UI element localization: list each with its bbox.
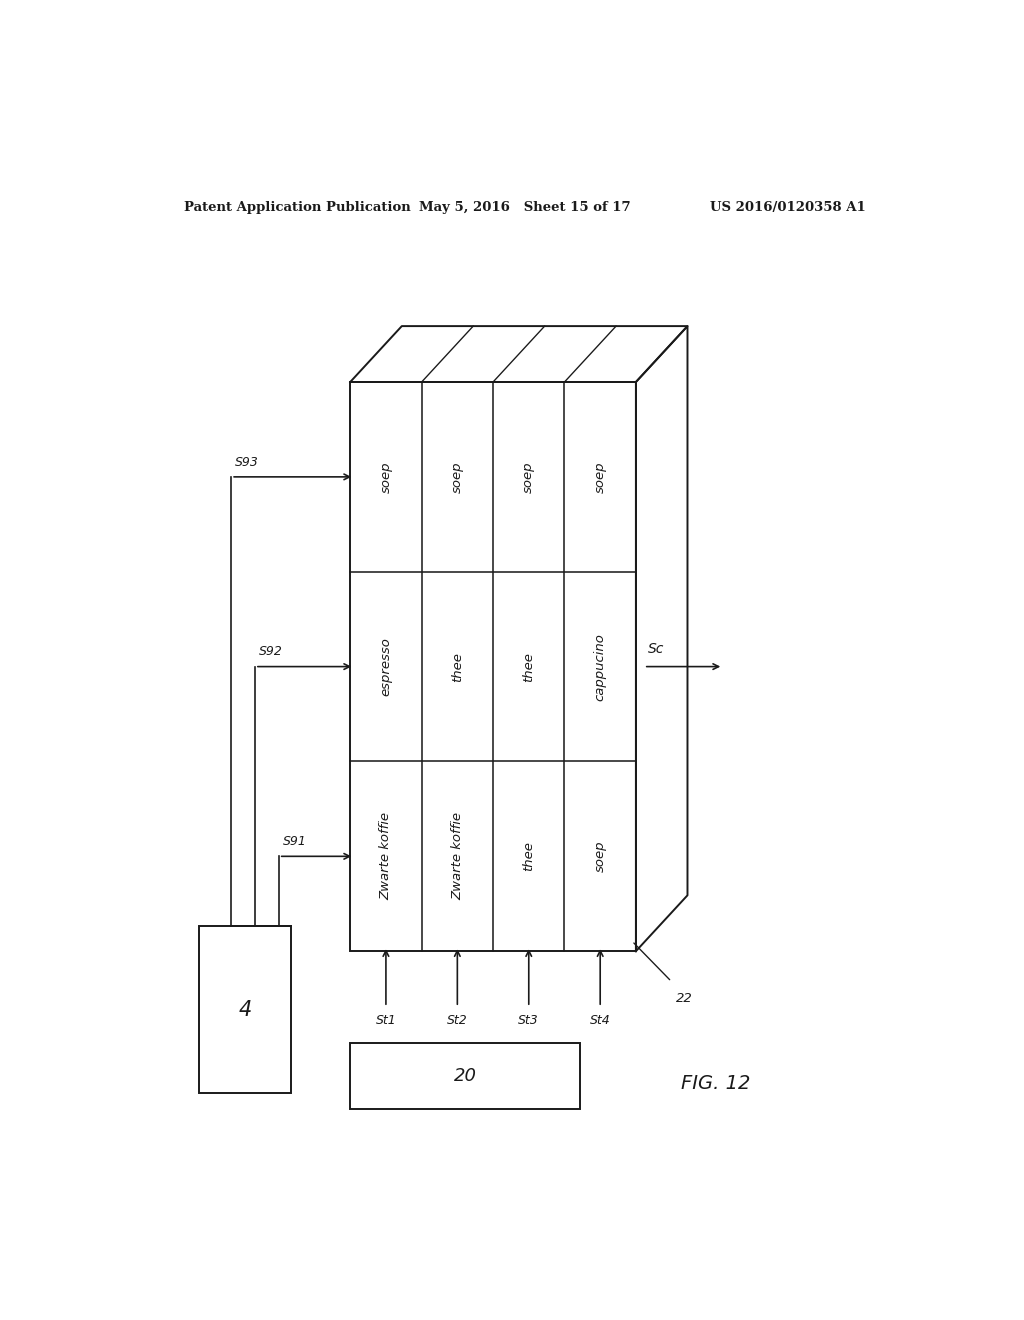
Text: St4: St4 — [590, 1014, 610, 1027]
Bar — [350, 381, 636, 952]
Text: FIG. 12: FIG. 12 — [681, 1074, 750, 1093]
Text: St2: St2 — [446, 1014, 468, 1027]
Text: S91: S91 — [283, 836, 306, 849]
Text: US 2016/0120358 A1: US 2016/0120358 A1 — [711, 201, 866, 214]
Text: 22: 22 — [676, 991, 692, 1005]
Text: St3: St3 — [518, 1014, 540, 1027]
Text: espresso: espresso — [380, 638, 392, 696]
Text: thee: thee — [522, 841, 536, 871]
Text: cappucino: cappucino — [594, 632, 606, 701]
Text: soep: soep — [522, 461, 536, 492]
Text: Zwarte koffie: Zwarte koffie — [380, 812, 392, 900]
Text: 20: 20 — [454, 1067, 477, 1085]
Text: soep: soep — [380, 461, 392, 492]
Text: soep: soep — [594, 461, 606, 492]
Text: thee: thee — [522, 652, 536, 681]
Text: Patent Application Publication: Patent Application Publication — [183, 201, 411, 214]
Text: May 5, 2016   Sheet 15 of 17: May 5, 2016 Sheet 15 of 17 — [419, 201, 631, 214]
Text: S92: S92 — [259, 645, 283, 659]
Text: Zwarte koffie: Zwarte koffie — [451, 812, 464, 900]
Text: soep: soep — [451, 461, 464, 492]
Text: St1: St1 — [376, 1014, 396, 1027]
Bar — [200, 925, 291, 1093]
Text: thee: thee — [451, 652, 464, 681]
Text: Sc: Sc — [648, 643, 665, 656]
Text: 4: 4 — [239, 999, 252, 1019]
Bar — [350, 1043, 581, 1109]
Text: S93: S93 — [236, 455, 259, 469]
Text: soep: soep — [594, 841, 606, 873]
